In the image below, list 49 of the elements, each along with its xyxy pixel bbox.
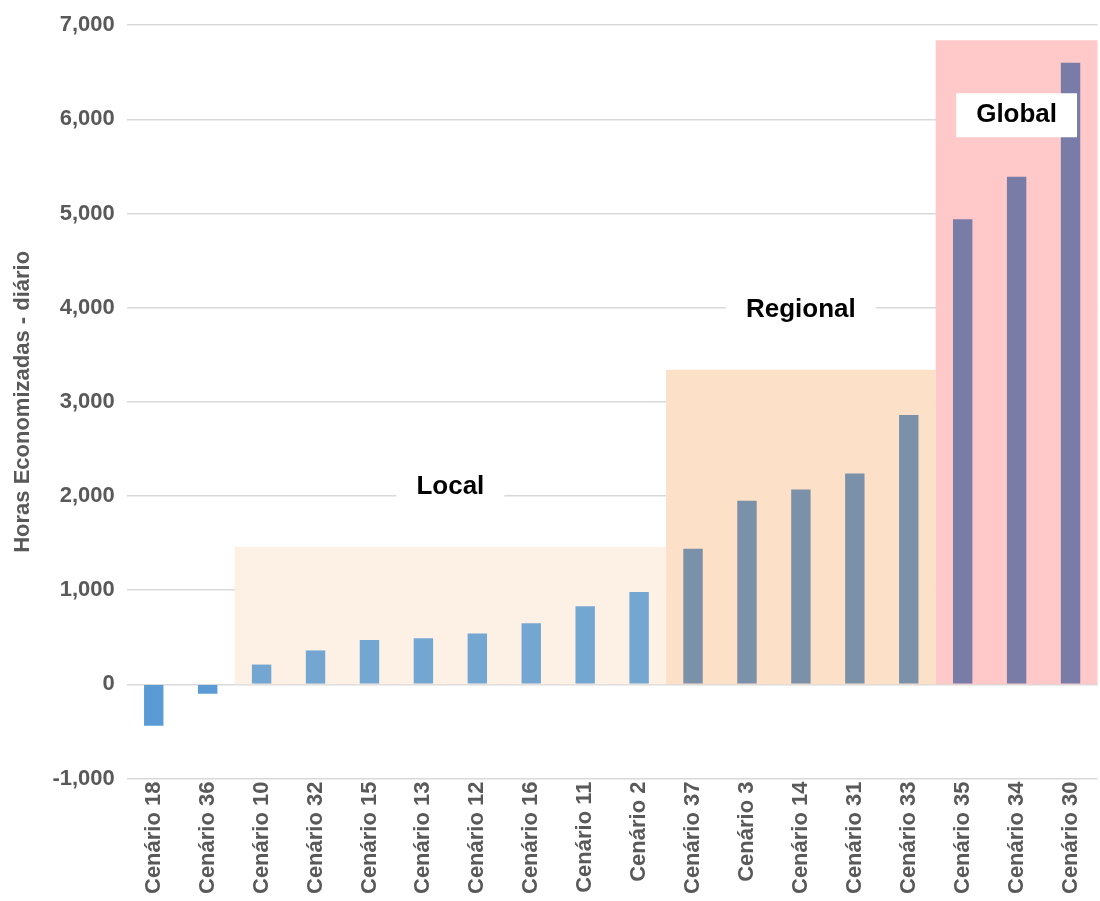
x-tick-label: Cenário 10 [247,781,273,895]
x-tick-label: Cenário 32 [301,781,327,895]
y-tick-label: 1,000 [59,576,115,602]
x-tick-label: Cenário 11 [571,781,597,893]
x-tick-label: Cenário 12 [463,781,489,895]
bar [575,606,595,684]
y-tick-label: -1,000 [52,764,115,790]
x-tick-label: Cenário 2 [625,781,651,882]
y-tick-label: 7,000 [59,11,115,37]
band-label: Regional [746,293,856,324]
x-tick-label: Cenário 33 [894,781,920,895]
x-tick-label: Cenário 3 [733,781,759,882]
bar [899,415,919,684]
bar [1006,176,1027,684]
x-tick-label: Cenário 36 [193,781,219,895]
bar [521,623,541,684]
y-tick-label: 2,000 [59,482,115,508]
x-tick-label: Cenário 34 [1002,780,1028,895]
y-tick-label: 3,000 [59,387,115,413]
y-tick-label: 5,000 [59,199,115,225]
x-tick-label: Cenário 35 [948,781,974,895]
bar [251,664,272,684]
y-tick-label: 4,000 [59,293,115,319]
x-tick-label: Cenário 18 [139,781,165,895]
x-tick-label: Cenário 15 [355,781,381,895]
bar [845,473,865,684]
bar [737,500,757,684]
bar [683,548,703,684]
x-tick-label: Cenário 31 [840,781,866,895]
y-tick-label: 0 [102,670,115,696]
x-tick-label: Cenário 37 [679,781,705,895]
bar [1060,62,1081,684]
bar [791,489,811,684]
bar [952,219,973,684]
band-label: Local [416,470,485,501]
bar [413,638,434,684]
y-axis-title: Horas Economizadas - diário [9,250,35,553]
bar [144,685,164,726]
bar [359,640,380,684]
bar [197,685,218,694]
x-tick-label: Cenário 13 [409,781,435,895]
x-tick-label: Cenário 16 [517,781,543,895]
x-tick-label: Cenário 30 [1056,781,1082,895]
x-tick-label: Cenário 14 [786,780,812,895]
band-label: Global [976,98,1058,129]
bar [467,633,488,684]
bar [305,650,326,684]
y-tick-label: 6,000 [59,105,115,131]
bar [629,592,649,684]
